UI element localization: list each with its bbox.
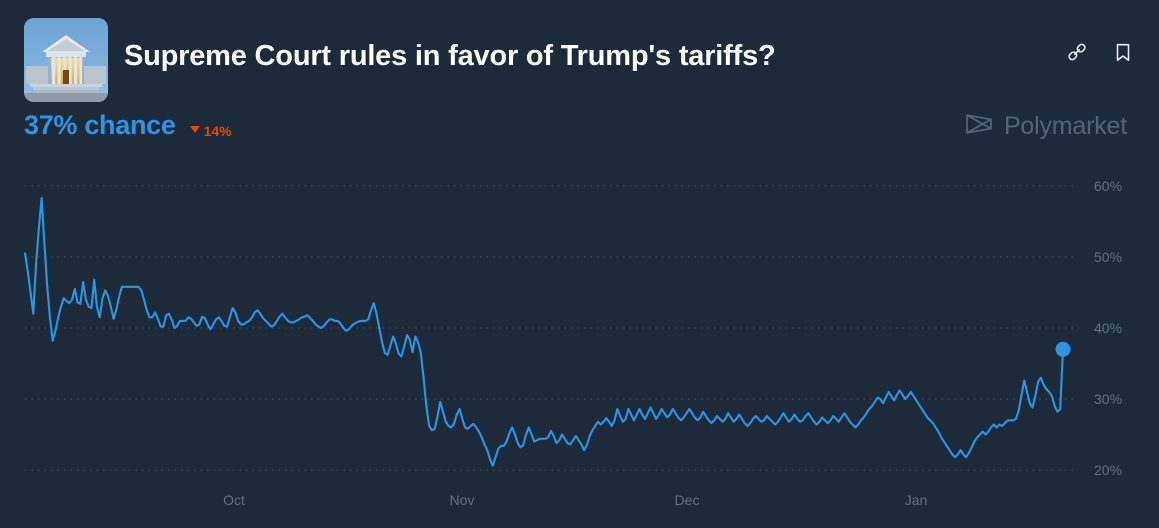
card-header: Supreme Court rules in favor of Trump's … [24,18,1135,104]
x-axis-tick-label: Dec [675,492,700,508]
chance-value: 37% chance [24,110,176,140]
y-axis-tick-label: 20% [1094,462,1122,478]
y-axis-tick-label: 30% [1094,391,1122,407]
change-value: 14% [203,122,232,139]
chart-y-axis-labels: 20% 30% 40% 50% 60% [1094,178,1122,478]
header-actions [1065,40,1135,64]
y-axis-tick-label: 60% [1094,178,1122,194]
y-axis-tick-label: 40% [1094,320,1122,336]
y-axis-tick-label: 50% [1094,249,1122,265]
polymarket-logo-icon [965,112,993,141]
x-axis-tick-label: Jan [905,492,928,508]
chance-row: 37% chance 14% [24,110,232,141]
x-axis-tick-label: Oct [223,492,245,508]
page-title: Supreme Court rules in favor of Trump's … [124,40,776,72]
chart-line-series [23,197,1065,467]
price-chart[interactable]: 20% 30% 40% 50% 60% Oct Nov Dec Jan [0,170,1159,528]
bookmark-icon[interactable] [1111,40,1135,64]
chart-x-axis-labels: Oct Nov Dec Jan [223,492,927,508]
chart-endpoint-marker [1055,341,1071,357]
change-indicator: 14% [189,122,232,139]
brand-name: Polymarket [1003,112,1127,140]
x-axis-tick-label: Nov [450,492,475,508]
caret-down-icon [189,126,200,133]
chart-gridlines [25,185,1078,471]
brand-lockup: Polymarket [965,112,1127,141]
market-thumbnail[interactable] [24,18,108,102]
link-icon[interactable] [1065,40,1089,64]
